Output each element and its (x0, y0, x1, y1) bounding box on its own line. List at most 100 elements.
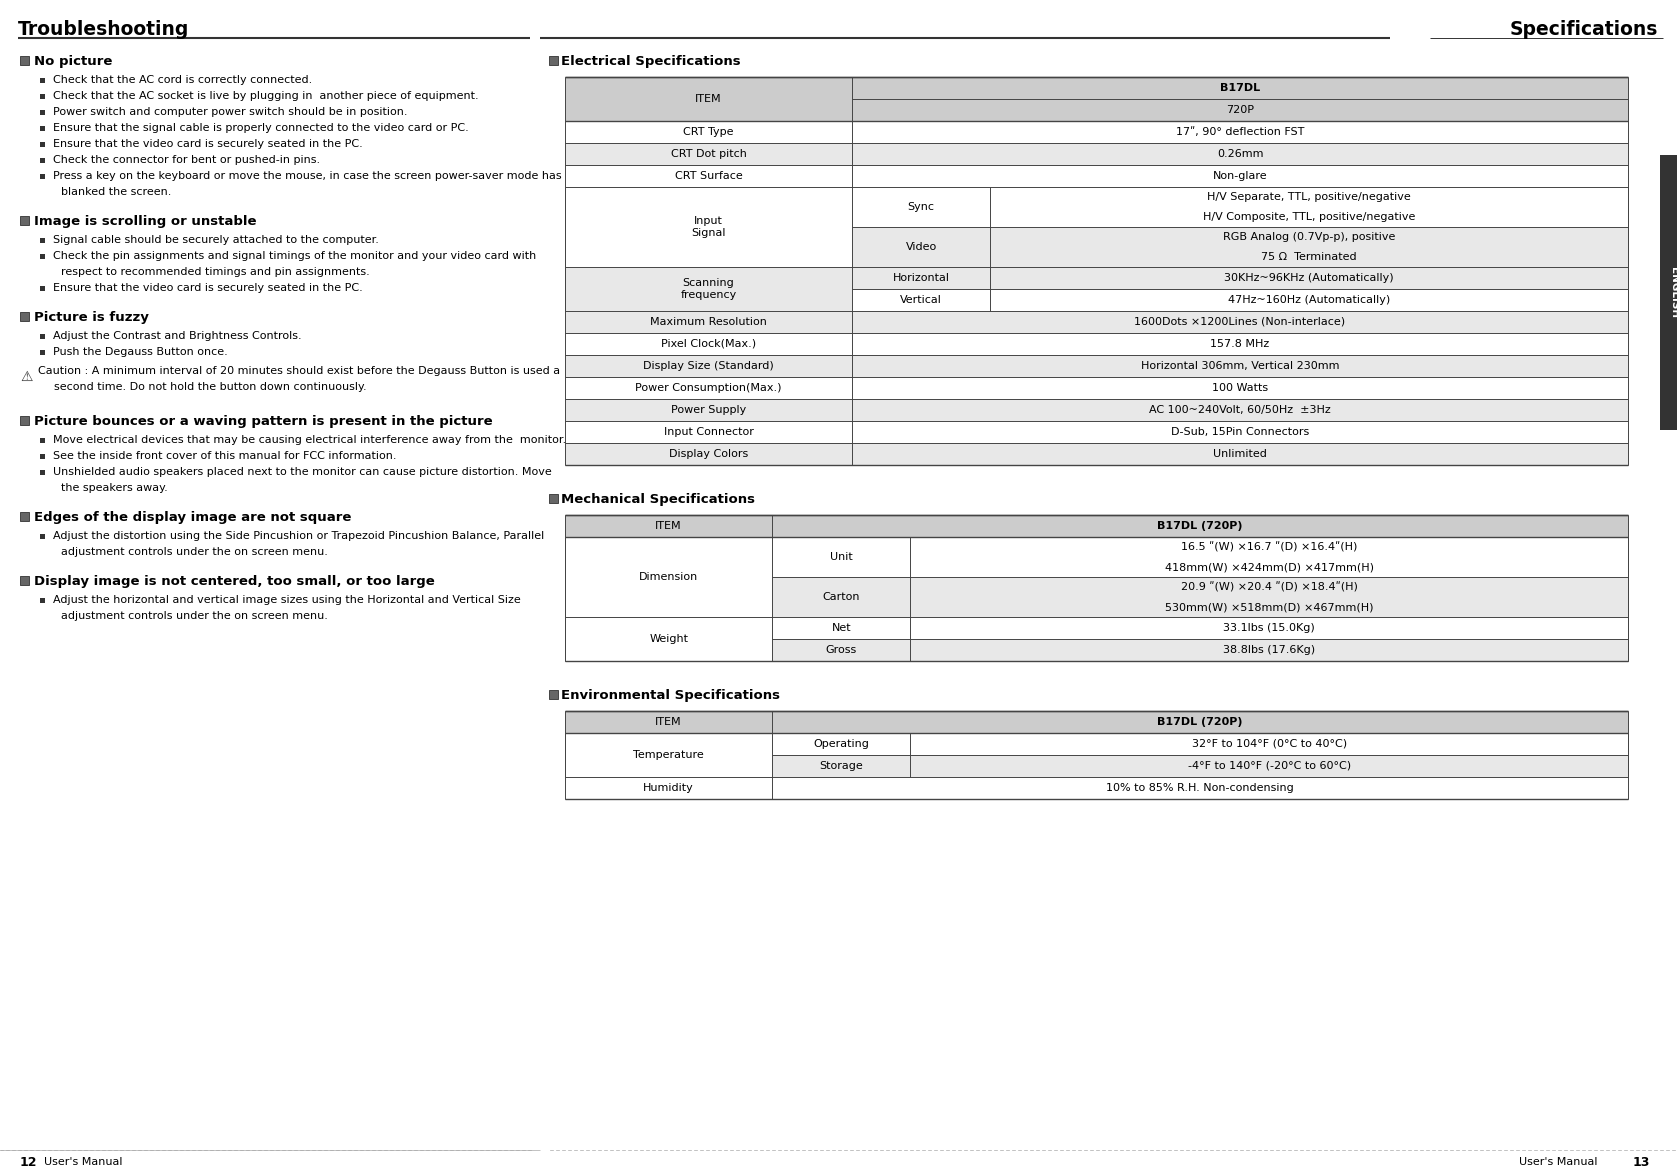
Bar (565, 165, 1628, 187)
Bar (20, 312, 29, 321)
Text: Adjust the distortion using the Side Pincushion or Trapezoid Pincushion Balance,: Adjust the distortion using the Side Pin… (54, 532, 545, 541)
Bar (565, 537, 773, 617)
Text: Power Consumption(Max.): Power Consumption(Max.) (636, 383, 781, 393)
Bar (20, 512, 29, 521)
Bar (565, 733, 773, 777)
Text: 720P: 720P (1226, 105, 1254, 115)
Bar (911, 537, 1628, 577)
Bar (40, 158, 45, 162)
Bar (911, 617, 1628, 639)
Bar (548, 494, 558, 502)
Text: Check that the AC socket is live by plugging in  another piece of equipment.: Check that the AC socket is live by plug… (54, 91, 478, 101)
Bar (565, 377, 1628, 399)
Bar (989, 289, 1628, 310)
Text: Environmental Specifications: Environmental Specifications (562, 689, 780, 702)
Text: Move electrical devices that may be causing electrical interference away from th: Move electrical devices that may be caus… (54, 435, 567, 445)
Bar (989, 187, 1628, 227)
Text: Display Size (Standard): Display Size (Standard) (644, 361, 773, 370)
Bar (852, 187, 989, 227)
Text: User's Manual: User's Manual (1519, 1157, 1598, 1167)
Text: B17DL (720P): B17DL (720P) (1157, 521, 1243, 532)
Text: Caution : A minimum interval of 20 minutes should exist before the Degauss Butto: Caution : A minimum interval of 20 minut… (39, 366, 560, 376)
Text: H/V Separate, TTL, positive/negative: H/V Separate, TTL, positive/negative (1207, 192, 1410, 202)
Bar (565, 777, 1628, 799)
Text: Ensure that the video card is securely seated in the PC.: Ensure that the video card is securely s… (54, 283, 362, 293)
Text: respect to recommended timings and pin assignments.: respect to recommended timings and pin a… (60, 267, 369, 278)
Text: 16.5 ʺ(W) ×16.7 ʺ(D) ×16.4ʺ(H): 16.5 ʺ(W) ×16.7 ʺ(D) ×16.4ʺ(H) (1181, 542, 1357, 553)
Bar (40, 254, 45, 259)
Text: AC 100~240Volt, 60/50Hz  ±3Hz: AC 100~240Volt, 60/50Hz ±3Hz (1149, 405, 1332, 415)
Bar (565, 310, 1628, 333)
Text: ITEM: ITEM (656, 521, 683, 532)
Text: Input
Signal: Input Signal (691, 216, 726, 238)
Bar (20, 575, 29, 584)
Text: Dimension: Dimension (639, 572, 698, 582)
Text: Unlimited: Unlimited (1212, 449, 1266, 459)
Bar (911, 577, 1628, 617)
Text: 418mm(W) ×424mm(D) ×417mm(H): 418mm(W) ×424mm(D) ×417mm(H) (1166, 562, 1373, 572)
Text: Check the pin assignments and signal timings of the monitor and your video card : Check the pin assignments and signal tim… (54, 250, 537, 261)
Bar (773, 755, 911, 777)
Text: Picture bounces or a waving pattern is present in the picture: Picture bounces or a waving pattern is p… (34, 415, 493, 428)
Bar (989, 267, 1628, 289)
Bar (565, 711, 1628, 733)
Text: Unit: Unit (830, 552, 854, 562)
Text: Temperature: Temperature (634, 750, 704, 760)
Text: D-Sub, 15Pin Connectors: D-Sub, 15Pin Connectors (1171, 427, 1310, 437)
Bar (773, 577, 911, 617)
Bar (911, 755, 1628, 777)
Text: 17ʺ, 90° deflection FST: 17ʺ, 90° deflection FST (1176, 127, 1305, 136)
Bar (565, 143, 1628, 165)
Bar (40, 454, 45, 459)
Text: B17DL (720P): B17DL (720P) (1157, 717, 1243, 727)
Text: 530mm(W) ×518mm(D) ×467mm(H): 530mm(W) ×518mm(D) ×467mm(H) (1166, 602, 1373, 612)
Bar (565, 333, 1628, 355)
Text: Press a key on the keyboard or move the mouse, in case the screen power-saver mo: Press a key on the keyboard or move the … (54, 171, 562, 181)
Text: 47Hz~160Hz (Automatically): 47Hz~160Hz (Automatically) (1228, 295, 1390, 305)
Text: adjustment controls under the on screen menu.: adjustment controls under the on screen … (60, 547, 329, 557)
Text: Signal cable should be securely attached to the computer.: Signal cable should be securely attached… (54, 235, 379, 245)
Bar (773, 639, 911, 661)
Text: ITEM: ITEM (656, 717, 683, 727)
Bar (40, 126, 45, 131)
Bar (40, 94, 45, 99)
Text: 38.8lbs (17.6Kg): 38.8lbs (17.6Kg) (1223, 644, 1315, 655)
Bar (40, 597, 45, 602)
Bar (565, 443, 1628, 465)
Bar (852, 227, 989, 267)
Text: User's Manual: User's Manual (44, 1157, 122, 1167)
Text: Display Colors: Display Colors (669, 449, 748, 459)
Bar (40, 141, 45, 147)
Text: Carton: Carton (823, 592, 860, 602)
Text: Unshielded audio speakers placed next to the monitor can cause picture distortio: Unshielded audio speakers placed next to… (54, 467, 552, 477)
Text: Sync: Sync (907, 202, 934, 212)
Bar (40, 334, 45, 339)
Text: Push the Degauss Button once.: Push the Degauss Button once. (54, 347, 228, 358)
Text: 33.1lbs (15.0Kg): 33.1lbs (15.0Kg) (1223, 623, 1315, 633)
Text: ITEM: ITEM (696, 94, 721, 103)
Bar (40, 109, 45, 114)
Text: Check that the AC cord is correctly connected.: Check that the AC cord is correctly conn… (54, 75, 312, 85)
Text: Specifications: Specifications (1509, 20, 1659, 39)
Bar (852, 267, 989, 289)
Bar (565, 76, 1628, 121)
Text: second time. Do not hold the button down continuously.: second time. Do not hold the button down… (54, 382, 367, 392)
Text: ⚠: ⚠ (20, 370, 32, 385)
Text: Horizontal: Horizontal (892, 273, 949, 283)
Text: Maximum Resolution: Maximum Resolution (651, 318, 766, 327)
Bar (40, 286, 45, 290)
Text: -4°F to 140°F (-20°C to 60°C): -4°F to 140°F (-20°C to 60°C) (1187, 761, 1350, 771)
Bar (40, 238, 45, 242)
Text: 30KHz~96KHz (Automatically): 30KHz~96KHz (Automatically) (1224, 273, 1394, 283)
Bar (40, 437, 45, 442)
Text: Net: Net (832, 623, 852, 633)
Text: 12: 12 (20, 1156, 37, 1169)
Text: Operating: Operating (813, 739, 869, 749)
Bar (773, 617, 911, 639)
Bar (565, 399, 1628, 421)
Text: 20.9 ʺ(W) ×20.4 ʺ(D) ×18.4ʺ(H): 20.9 ʺ(W) ×20.4 ʺ(D) ×18.4ʺ(H) (1181, 582, 1358, 593)
Bar (40, 78, 45, 82)
Bar (40, 174, 45, 179)
Text: Adjust the horizontal and vertical image sizes using the Horizontal and Vertical: Adjust the horizontal and vertical image… (54, 595, 522, 604)
Bar (20, 215, 29, 225)
